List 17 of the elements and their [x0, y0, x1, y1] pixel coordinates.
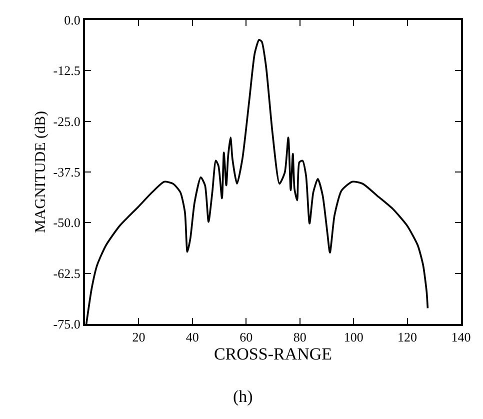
x-tick-label: 20 [132, 330, 146, 345]
y-tick-label: -25.0 [53, 114, 80, 129]
text: (h) [233, 387, 253, 406]
y-tick-label: -62.5 [53, 266, 80, 281]
y-tick-label: -50.0 [53, 215, 80, 230]
x-tick-label: 120 [398, 330, 418, 345]
y-tick-label: -75.0 [53, 316, 80, 332]
y-tick-label: 0.0 [64, 12, 80, 28]
y-tick-label: -37.5 [53, 164, 80, 180]
x-tick-label: 100 [344, 330, 364, 345]
y-tick-label: -12.5 [53, 63, 80, 78]
x-tick-label: 60 [240, 330, 253, 345]
y-axis-title: MAGNITUDE (dB) [33, 110, 50, 234]
x-tick-label: 80 [293, 330, 306, 345]
x-tick-label: 140 [451, 330, 471, 345]
x-tick-label: 40 [186, 330, 199, 345]
x-axis-title: CROSS-RANGE [214, 344, 332, 364]
